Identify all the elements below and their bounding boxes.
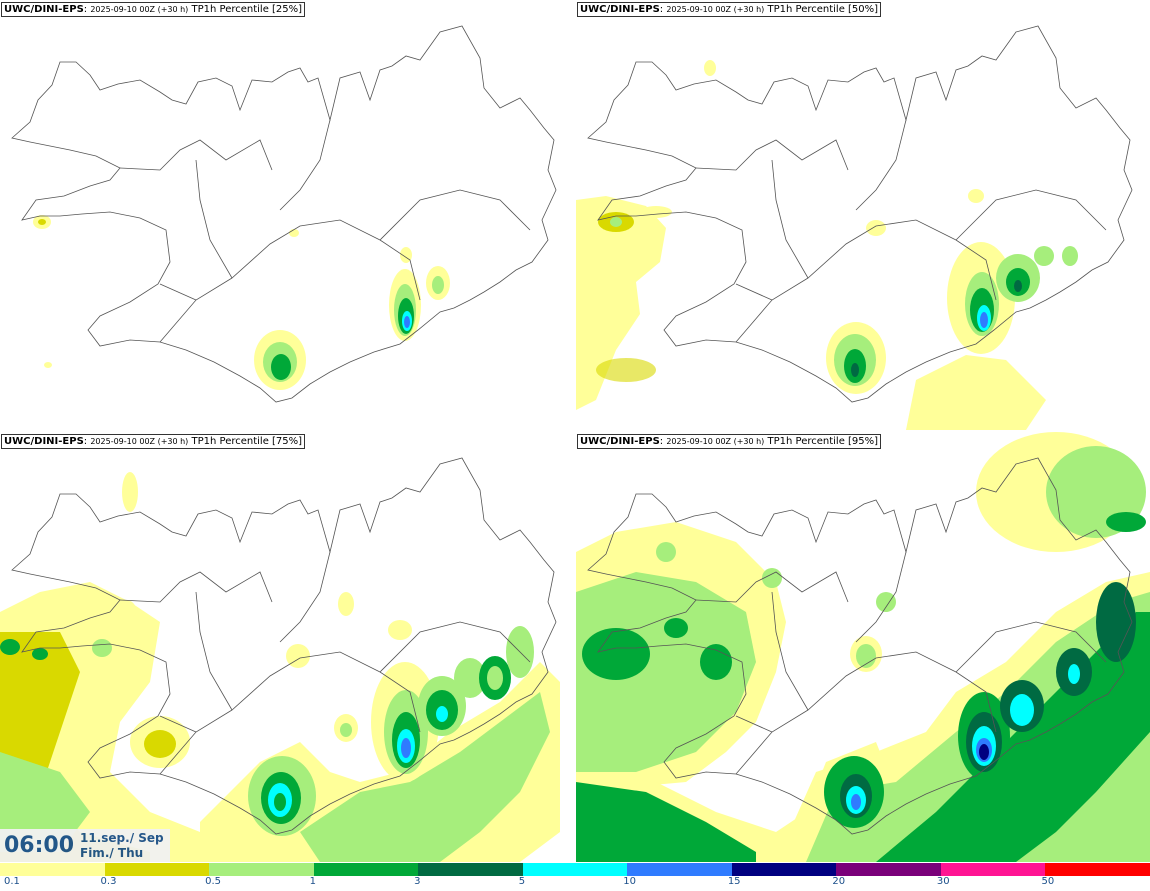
run-time: 2025-09-10 00Z (+30 h) (90, 437, 189, 446)
valid-time: 06:00 (4, 833, 75, 858)
color-legend: 0.1 0.3 0.5 1 3 5 10 15 20 30 50 (0, 862, 1150, 891)
legend-swatch (0, 863, 105, 876)
precip-fields (0, 472, 560, 862)
panel-divider-vertical (572, 0, 576, 862)
model-name: UWC/DINI-EPS (4, 4, 84, 15)
precip-fields (576, 60, 1078, 430)
precip-map (11, 25, 557, 403)
legend-label: 30 (936, 876, 950, 887)
model-name: UWC/DINI-EPS (580, 4, 660, 15)
run-time: 2025-09-10 00Z (+30 h) (666, 5, 765, 14)
valid-time-box: 06:00 11.sep./ Sep Fim./ Thu (0, 829, 170, 862)
legend-label: 50 (1041, 876, 1055, 887)
panel-title: UWC/DINI-EPS: 2025-09-10 00Z (+30 h) TP1… (1, 434, 306, 449)
legend-label: 0.5 (205, 876, 221, 887)
legend-swatch (313, 863, 419, 876)
run-time: 2025-09-10 00Z (+30 h) (666, 437, 765, 446)
legend-swatch (836, 863, 941, 876)
legend-label: 15 (727, 876, 741, 887)
precip-fields (576, 432, 1150, 862)
valid-date: 11.sep./ Sep (80, 831, 164, 845)
legend-swatch (522, 863, 628, 876)
coastline-iceland (11, 457, 557, 835)
legend-label: 3 (414, 876, 421, 887)
valid-weekday: Fim./ Thu (80, 846, 144, 860)
map-panel-p75: UWC/DINI-EPS: 2025-09-10 00Z (+30 h) TP1… (0, 432, 572, 862)
panel-title: UWC/DINI-EPS: 2025-09-10 00Z (+30 h) TP1… (1, 2, 306, 17)
legend-label: 5 (518, 876, 526, 887)
coastline-iceland (11, 25, 557, 403)
run-time: 2025-09-10 00Z (+30 h) (90, 5, 189, 14)
field-name: TP1h Percentile [25%] (191, 4, 303, 15)
precip-fields (33, 215, 450, 390)
legend-label: 0.1 (4, 876, 20, 887)
legend-label: 0.3 (100, 876, 117, 887)
model-name: UWC/DINI-EPS (580, 436, 660, 447)
legend-swatch (627, 863, 732, 876)
legend-color-bar (0, 863, 1150, 876)
legend-label: 10 (623, 876, 636, 887)
coastline-iceland (587, 457, 1133, 835)
panel-title: UWC/DINI-EPS: 2025-09-10 00Z (+30 h) TP1… (577, 2, 882, 17)
model-name: UWC/DINI-EPS (4, 436, 84, 447)
legend-swatch (209, 863, 314, 876)
legend-label: 1 (309, 876, 316, 887)
legend-label: 20 (832, 876, 846, 887)
map-panel-p25: UWC/DINI-EPS: 2025-09-10 00Z (+30 h) TP1… (0, 0, 572, 430)
legend-swatch (940, 863, 1046, 876)
precip-map (576, 25, 1133, 430)
legend-swatch (1045, 863, 1150, 876)
map-panel-p95: UWC/DINI-EPS: 2025-09-10 00Z (+30 h) TP1… (576, 432, 1150, 862)
precip-map (576, 432, 1150, 862)
map-panel-p50: UWC/DINI-EPS: 2025-09-10 00Z (+30 h) TP1… (576, 0, 1150, 430)
coastline-iceland (587, 25, 1133, 403)
legend-swatch (104, 863, 210, 876)
field-name: TP1h Percentile [75%] (191, 436, 303, 447)
field-name: TP1h Percentile [95%] (767, 436, 879, 447)
legend-swatch (731, 863, 837, 876)
field-name: TP1h Percentile [50%] (767, 4, 879, 15)
legend-swatch (418, 863, 523, 876)
precip-map (0, 457, 560, 862)
panel-title: UWC/DINI-EPS: 2025-09-10 00Z (+30 h) TP1… (577, 434, 882, 449)
